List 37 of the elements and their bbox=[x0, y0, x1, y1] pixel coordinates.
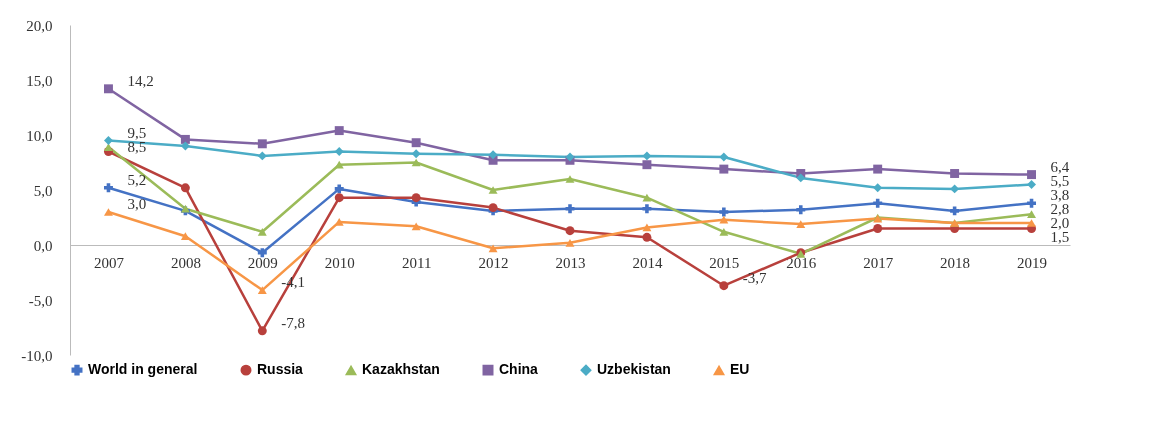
y-tick-label: -10,0 bbox=[21, 347, 53, 364]
data-label: -3,7 bbox=[742, 269, 768, 286]
data-label: 1,5 bbox=[1050, 229, 1070, 246]
x-tick-label: 2011 bbox=[401, 254, 432, 271]
data-label: 5,2 bbox=[127, 171, 147, 188]
data-label: 3,0 bbox=[127, 196, 147, 212]
legend-label: Kazakhstan bbox=[362, 361, 440, 378]
x-tick-label: 2009 bbox=[247, 254, 278, 271]
x-tick-label: 2008 bbox=[170, 254, 201, 271]
x-tick-label: 2013 bbox=[555, 254, 586, 271]
x-tick-label: 2019 bbox=[1017, 254, 1048, 271]
data-label: -7,8 bbox=[281, 314, 306, 331]
legend-label: EU bbox=[730, 361, 750, 378]
x-tick-label: 2014 bbox=[632, 254, 663, 271]
data-label: 9,5 bbox=[127, 124, 147, 141]
x-tick-label: 2017 bbox=[863, 254, 894, 271]
y-tick-label: 20,0 bbox=[26, 17, 53, 34]
y-tick-label: 5,0 bbox=[33, 182, 53, 199]
data-label: 3,8 bbox=[1050, 187, 1070, 204]
y-tick-label: 0,0 bbox=[33, 237, 53, 254]
legend-label: Uzbekistan bbox=[597, 361, 671, 378]
x-tick-label: 2018 bbox=[940, 254, 971, 271]
y-tick-label: -5,0 bbox=[28, 292, 53, 309]
x-tick-label: 2007 bbox=[93, 254, 125, 271]
x-tick-label: 2010 bbox=[324, 254, 355, 271]
legend-label: World in general bbox=[88, 361, 198, 378]
data-label: 2,0 bbox=[1050, 215, 1070, 232]
data-label: 14,2 bbox=[127, 72, 154, 89]
x-tick-label: 2012 bbox=[478, 254, 509, 271]
data-label: 6,4 bbox=[1050, 158, 1070, 175]
x-tick-label: 2015 bbox=[709, 254, 740, 271]
y-tick-label: 15,0 bbox=[26, 72, 53, 89]
x-tick-label: 2016 bbox=[786, 254, 817, 271]
y-tick-label: 10,0 bbox=[26, 127, 53, 144]
legend-label: Russia bbox=[257, 361, 304, 378]
data-label: 2,8 bbox=[1050, 201, 1070, 218]
legend-label: China bbox=[499, 361, 539, 378]
